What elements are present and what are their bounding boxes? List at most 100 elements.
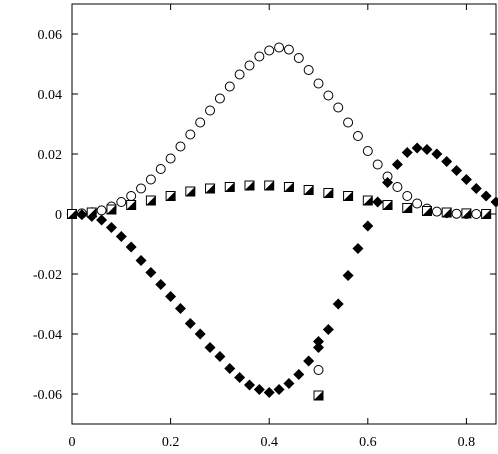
filled-diamond-point [125, 241, 137, 253]
square-fill [185, 187, 195, 196]
square-fill [323, 188, 333, 198]
open-circle-point [451, 208, 462, 219]
filled-diamond-point [352, 243, 364, 254]
filled-diamond-point [194, 328, 206, 340]
square-fill [106, 205, 116, 214]
x-tick-label: 0.2 [162, 435, 180, 450]
open-circle-point [136, 183, 147, 194]
square-fill [244, 181, 254, 190]
filled-diamond-point [451, 165, 463, 176]
filled-diamond-point [165, 291, 177, 302]
square-fill [343, 191, 353, 201]
filled-diamond-point [224, 363, 236, 374]
filled-diamond-point [421, 144, 433, 155]
square-fill [87, 208, 97, 217]
square-fill [383, 200, 393, 210]
open-circle-point [392, 182, 403, 192]
half-filled-square-point [224, 182, 235, 192]
filled-diamond-point [431, 148, 443, 160]
open-circle-point [145, 174, 156, 185]
open-circle-point [185, 129, 196, 140]
open-circle-point [402, 191, 413, 201]
open-circle-point [224, 81, 235, 92]
half-filled-square-point [145, 195, 156, 206]
square-fill [146, 196, 156, 205]
y-tick-label: -0.04 [33, 328, 62, 343]
open-circle-point [254, 51, 265, 62]
filled-diamond-point [313, 336, 325, 347]
filled-diamond-point [135, 255, 147, 266]
half-filled-square-point [402, 203, 413, 213]
filled-diamond-point [283, 378, 295, 389]
square-fill [402, 203, 412, 213]
half-filled-square-point [264, 180, 275, 191]
filled-diamond-point [155, 279, 167, 290]
half-filled-square-point [205, 183, 216, 194]
square-fill [461, 208, 471, 218]
open-circle-point [126, 191, 137, 201]
half-filled-square-point [441, 207, 452, 218]
half-filled-square-point [106, 204, 117, 215]
open-circle-point [234, 69, 245, 80]
open-circle-point [323, 90, 334, 101]
filled-diamond-point [322, 324, 334, 335]
open-circle-point [244, 60, 255, 71]
x-tick-label: 0 [69, 435, 76, 450]
filled-diamond-point [253, 384, 265, 395]
open-circle-point [313, 78, 324, 89]
filled-diamond-point [115, 231, 127, 242]
x-tick-label: 0.6 [359, 435, 377, 450]
square-fill [264, 181, 274, 190]
filled-diamond-point [174, 303, 186, 314]
filled-diamond-point [441, 156, 453, 167]
y-tick-label: -0.06 [33, 388, 62, 403]
filled-diamond-point [263, 387, 275, 398]
half-filled-square-point [165, 191, 176, 201]
y-tick-label: 0 [55, 208, 62, 223]
filled-diamond-point [411, 142, 423, 154]
filled-diamond-point [313, 342, 325, 353]
half-filled-square-point [244, 180, 255, 191]
filled-diamond-point [145, 267, 157, 278]
data-markers [66, 42, 498, 401]
y-tick-label: 0.06 [38, 28, 63, 43]
open-circle-point [372, 159, 383, 170]
half-filled-square-point [303, 185, 314, 195]
open-circle-point [264, 45, 275, 56]
open-circle-point [96, 205, 107, 216]
open-circle-point [303, 65, 314, 75]
open-circle-point [165, 153, 176, 164]
x-tick-label: 0.8 [458, 435, 476, 450]
half-filled-square-point [481, 209, 492, 219]
open-circle-point [274, 42, 285, 53]
square-fill [166, 191, 176, 201]
filled-diamond-point [401, 147, 413, 158]
half-filled-square-point [67, 209, 77, 219]
square-fill [67, 209, 77, 219]
half-filled-square-point [382, 200, 393, 210]
half-filled-square-point [313, 390, 324, 401]
ticks: 0 0.2 0.4 0.6 0.8 -0.06 -0.04 -0.02 0 0.02 0.04 0.0… [33, 4, 496, 450]
half-filled-square-point [343, 191, 354, 201]
filled-diamond-point [391, 159, 403, 170]
square-fill [304, 185, 314, 195]
half-filled-square-point [323, 188, 334, 198]
half-filled-square-point [86, 207, 97, 218]
open-circle-point [352, 131, 363, 141]
half-filled-square-point [185, 186, 196, 197]
filled-diamond-point [382, 177, 394, 188]
filled-diamond-point [460, 174, 472, 185]
y-tick-label: -0.02 [33, 268, 62, 283]
half-filled-square-point [421, 206, 432, 216]
square-fill [284, 182, 294, 192]
square-fill [442, 208, 452, 217]
open-circle-point [116, 197, 127, 207]
filled-diamond-point [490, 196, 498, 208]
filled-diamond-point [273, 384, 285, 395]
square-fill [205, 184, 215, 193]
square-fill [363, 196, 373, 205]
open-circle-point [362, 146, 373, 156]
filled-diamond-point [372, 196, 384, 208]
axes [71, 3, 497, 425]
